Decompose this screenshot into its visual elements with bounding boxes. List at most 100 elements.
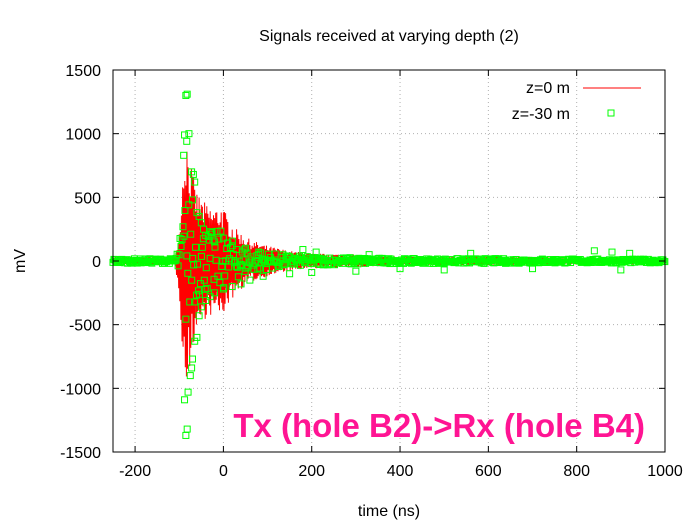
series-z30-points — [109, 90, 669, 439]
series-z30-point — [608, 248, 616, 256]
y-axis-label: mV — [12, 249, 29, 273]
series-z30-point — [217, 227, 225, 235]
series-z30-point — [186, 372, 194, 380]
series-z30-point — [396, 265, 404, 273]
series-z30-point — [216, 279, 224, 287]
series-z30-point — [440, 266, 448, 274]
x-tick-label: -200 — [119, 463, 151, 480]
series-z30-point — [197, 252, 205, 260]
series-z30-point — [182, 315, 190, 323]
series-z30-point — [183, 425, 191, 433]
series-z30-point — [219, 285, 227, 293]
y-tick-label: 0 — [92, 254, 101, 271]
series-z30-point — [219, 234, 227, 242]
series-z30-point — [529, 265, 537, 273]
series-z30-point — [211, 238, 219, 246]
series-z30-point — [193, 209, 201, 217]
series-z30-point — [211, 243, 219, 251]
series-z30-point — [201, 285, 209, 293]
legend-label-z30: z=-30 m — [512, 106, 570, 123]
x-tick-label: 0 — [219, 463, 228, 480]
series-z30-point — [177, 243, 185, 251]
series-z30-point — [184, 388, 192, 396]
series-z30-point — [218, 262, 226, 270]
series-z30-point — [659, 256, 667, 264]
series-z30-point — [191, 178, 199, 186]
series-z30-point — [312, 248, 320, 256]
series-z30-point — [241, 244, 249, 252]
series-z30-point — [187, 230, 195, 238]
series-z30-point — [181, 396, 189, 404]
x-tick-label: 600 — [475, 463, 502, 480]
series-z30-point — [237, 280, 245, 288]
series-z30-point — [200, 276, 208, 284]
series-z30-point — [188, 364, 196, 372]
series-z30-point — [211, 289, 219, 297]
series-z30-point — [254, 265, 262, 273]
x-tick-label: 400 — [387, 463, 414, 480]
series-z30-point — [180, 151, 188, 159]
series-z30-point — [175, 251, 183, 259]
series-z30-point — [365, 251, 373, 259]
legend-label-z0: z=0 m — [526, 80, 570, 97]
series-z30-point — [206, 228, 214, 236]
series-z30-point — [197, 303, 205, 311]
series-z30-point — [192, 243, 200, 251]
axis-ticks: -200 0 200 400 600 800 1000 -1500 -1000 -500 0 500 1… — [60, 63, 683, 480]
series-z30-point — [176, 235, 184, 243]
series-z30-point — [246, 276, 254, 284]
series-z30-point — [181, 207, 189, 215]
series-z30-point — [173, 250, 181, 258]
series-z30-point — [185, 201, 193, 209]
series-z30-point — [352, 267, 360, 275]
series-z30-point — [189, 254, 197, 262]
annotation-tx-rx: Tx (hole B2)->Rx (hole B4) — [233, 407, 645, 444]
series-z30-point — [184, 269, 192, 277]
series-z30-point — [193, 333, 201, 341]
series-z30-point — [233, 246, 241, 254]
series-z30-point — [212, 256, 220, 264]
series-z30-point — [188, 196, 196, 204]
series-z30-point — [259, 272, 267, 280]
series-z30-point — [202, 264, 210, 272]
series-z30-point — [195, 312, 203, 320]
series-z30-point — [182, 431, 190, 439]
series-z30-point — [183, 137, 191, 145]
series-z30-point — [228, 237, 236, 245]
x-tick-label: 1000 — [647, 463, 683, 480]
series-z30-point — [467, 249, 475, 257]
legend-swatch-z30 — [607, 109, 615, 117]
series-z30-point — [194, 260, 202, 268]
series-z30-point — [228, 282, 236, 290]
series-z30-point — [221, 272, 229, 280]
y-tick-label: -500 — [69, 318, 101, 335]
series-z30-point — [174, 262, 182, 270]
series-z30-point — [299, 246, 307, 254]
y-tick-label: 1000 — [65, 127, 101, 144]
series-z30-point — [195, 290, 203, 298]
y-tick-label: -1500 — [60, 445, 101, 462]
y-tick-label: 1500 — [65, 63, 101, 80]
series-z30-point — [237, 261, 245, 269]
series-z30-point — [206, 293, 214, 301]
legend: z=0 m z=-30 m — [512, 80, 641, 123]
series-z30-point — [188, 276, 196, 284]
series-z30-point — [185, 130, 193, 138]
series-z30-point — [256, 264, 264, 272]
x-tick-label: 800 — [563, 463, 590, 480]
series-z30-point — [190, 261, 198, 269]
series-z30-point — [186, 298, 194, 306]
series-z30-point — [203, 284, 211, 292]
y-tick-label: 500 — [74, 190, 101, 207]
x-axis-label: time (ns) — [358, 503, 420, 520]
series-z30-point — [626, 249, 634, 257]
series-z30-point — [202, 296, 210, 304]
series-z30-point — [182, 91, 190, 99]
series-z30-point — [213, 227, 221, 235]
series-z30-point — [255, 248, 263, 256]
series-z30-point — [188, 355, 196, 363]
chart-title: Signals received at varying depth (2) — [259, 28, 519, 45]
series-z30-point — [234, 273, 242, 281]
series-z30-point — [191, 298, 199, 306]
